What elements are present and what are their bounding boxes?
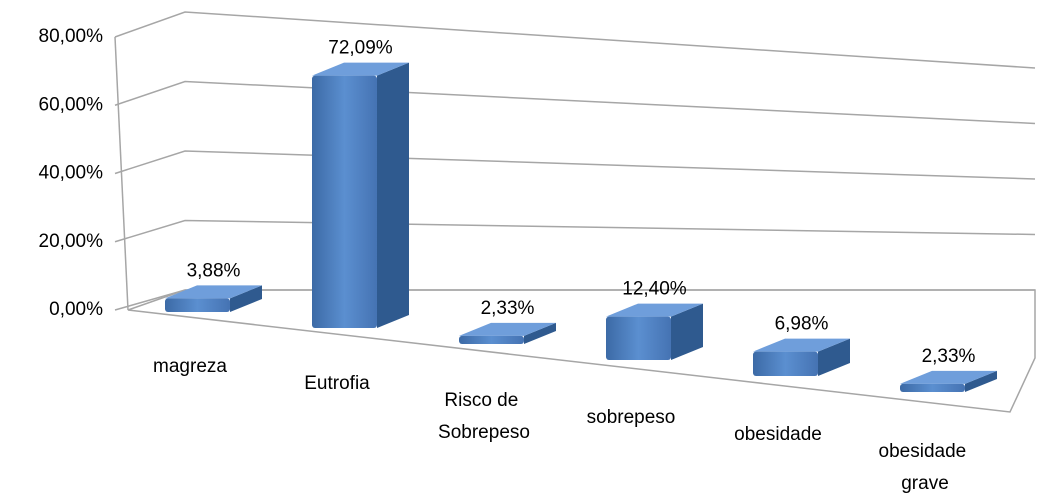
grid-line <box>114 150 1036 180</box>
y-tick-label: 40,00% <box>39 163 104 184</box>
bar-top <box>900 370 997 384</box>
bar-top <box>165 285 262 299</box>
data-label: 2,33% <box>481 298 535 319</box>
grid-line <box>114 289 1035 311</box>
floor <box>127 289 1036 413</box>
y-axis <box>114 36 129 311</box>
bar <box>753 351 818 376</box>
x-tick-label: Eutrofia <box>304 373 370 394</box>
bar <box>900 383 965 392</box>
y-tick-label: 80,00% <box>39 26 104 47</box>
bar-side <box>377 62 409 329</box>
bar-top <box>606 303 703 317</box>
bar-top <box>753 338 850 352</box>
data-label: 12,40% <box>622 279 687 300</box>
bar-side <box>230 285 262 312</box>
bar <box>459 335 524 344</box>
grid-line <box>114 219 1036 243</box>
data-label: 6,98% <box>775 314 829 335</box>
x-tick-label: obesidade <box>734 424 822 445</box>
x-tick-label: Risco de Sobrepeso <box>438 390 530 443</box>
grid-line <box>114 11 1036 69</box>
bar <box>312 75 377 328</box>
y-tick-label: 20,00% <box>39 231 104 252</box>
bar-side <box>524 322 556 344</box>
data-label: 72,09% <box>328 38 393 59</box>
bar <box>165 298 230 312</box>
data-label: 2,33% <box>922 346 976 367</box>
y-tick-label: 0,00% <box>49 299 103 320</box>
data-label: 3,88% <box>187 260 241 281</box>
y-tick-label: 60,00% <box>39 94 104 115</box>
bar-top <box>312 62 409 76</box>
bar-top <box>459 322 556 336</box>
x-tick-label: magreza <box>153 356 227 377</box>
bar-side <box>818 338 850 376</box>
bar-side <box>671 303 703 360</box>
bar <box>606 316 671 360</box>
bar-side <box>965 370 997 392</box>
x-tick-label: obesidade grave <box>879 441 972 494</box>
x-tick-label: sobrepeso <box>587 407 676 428</box>
grid-line <box>114 80 1036 125</box>
